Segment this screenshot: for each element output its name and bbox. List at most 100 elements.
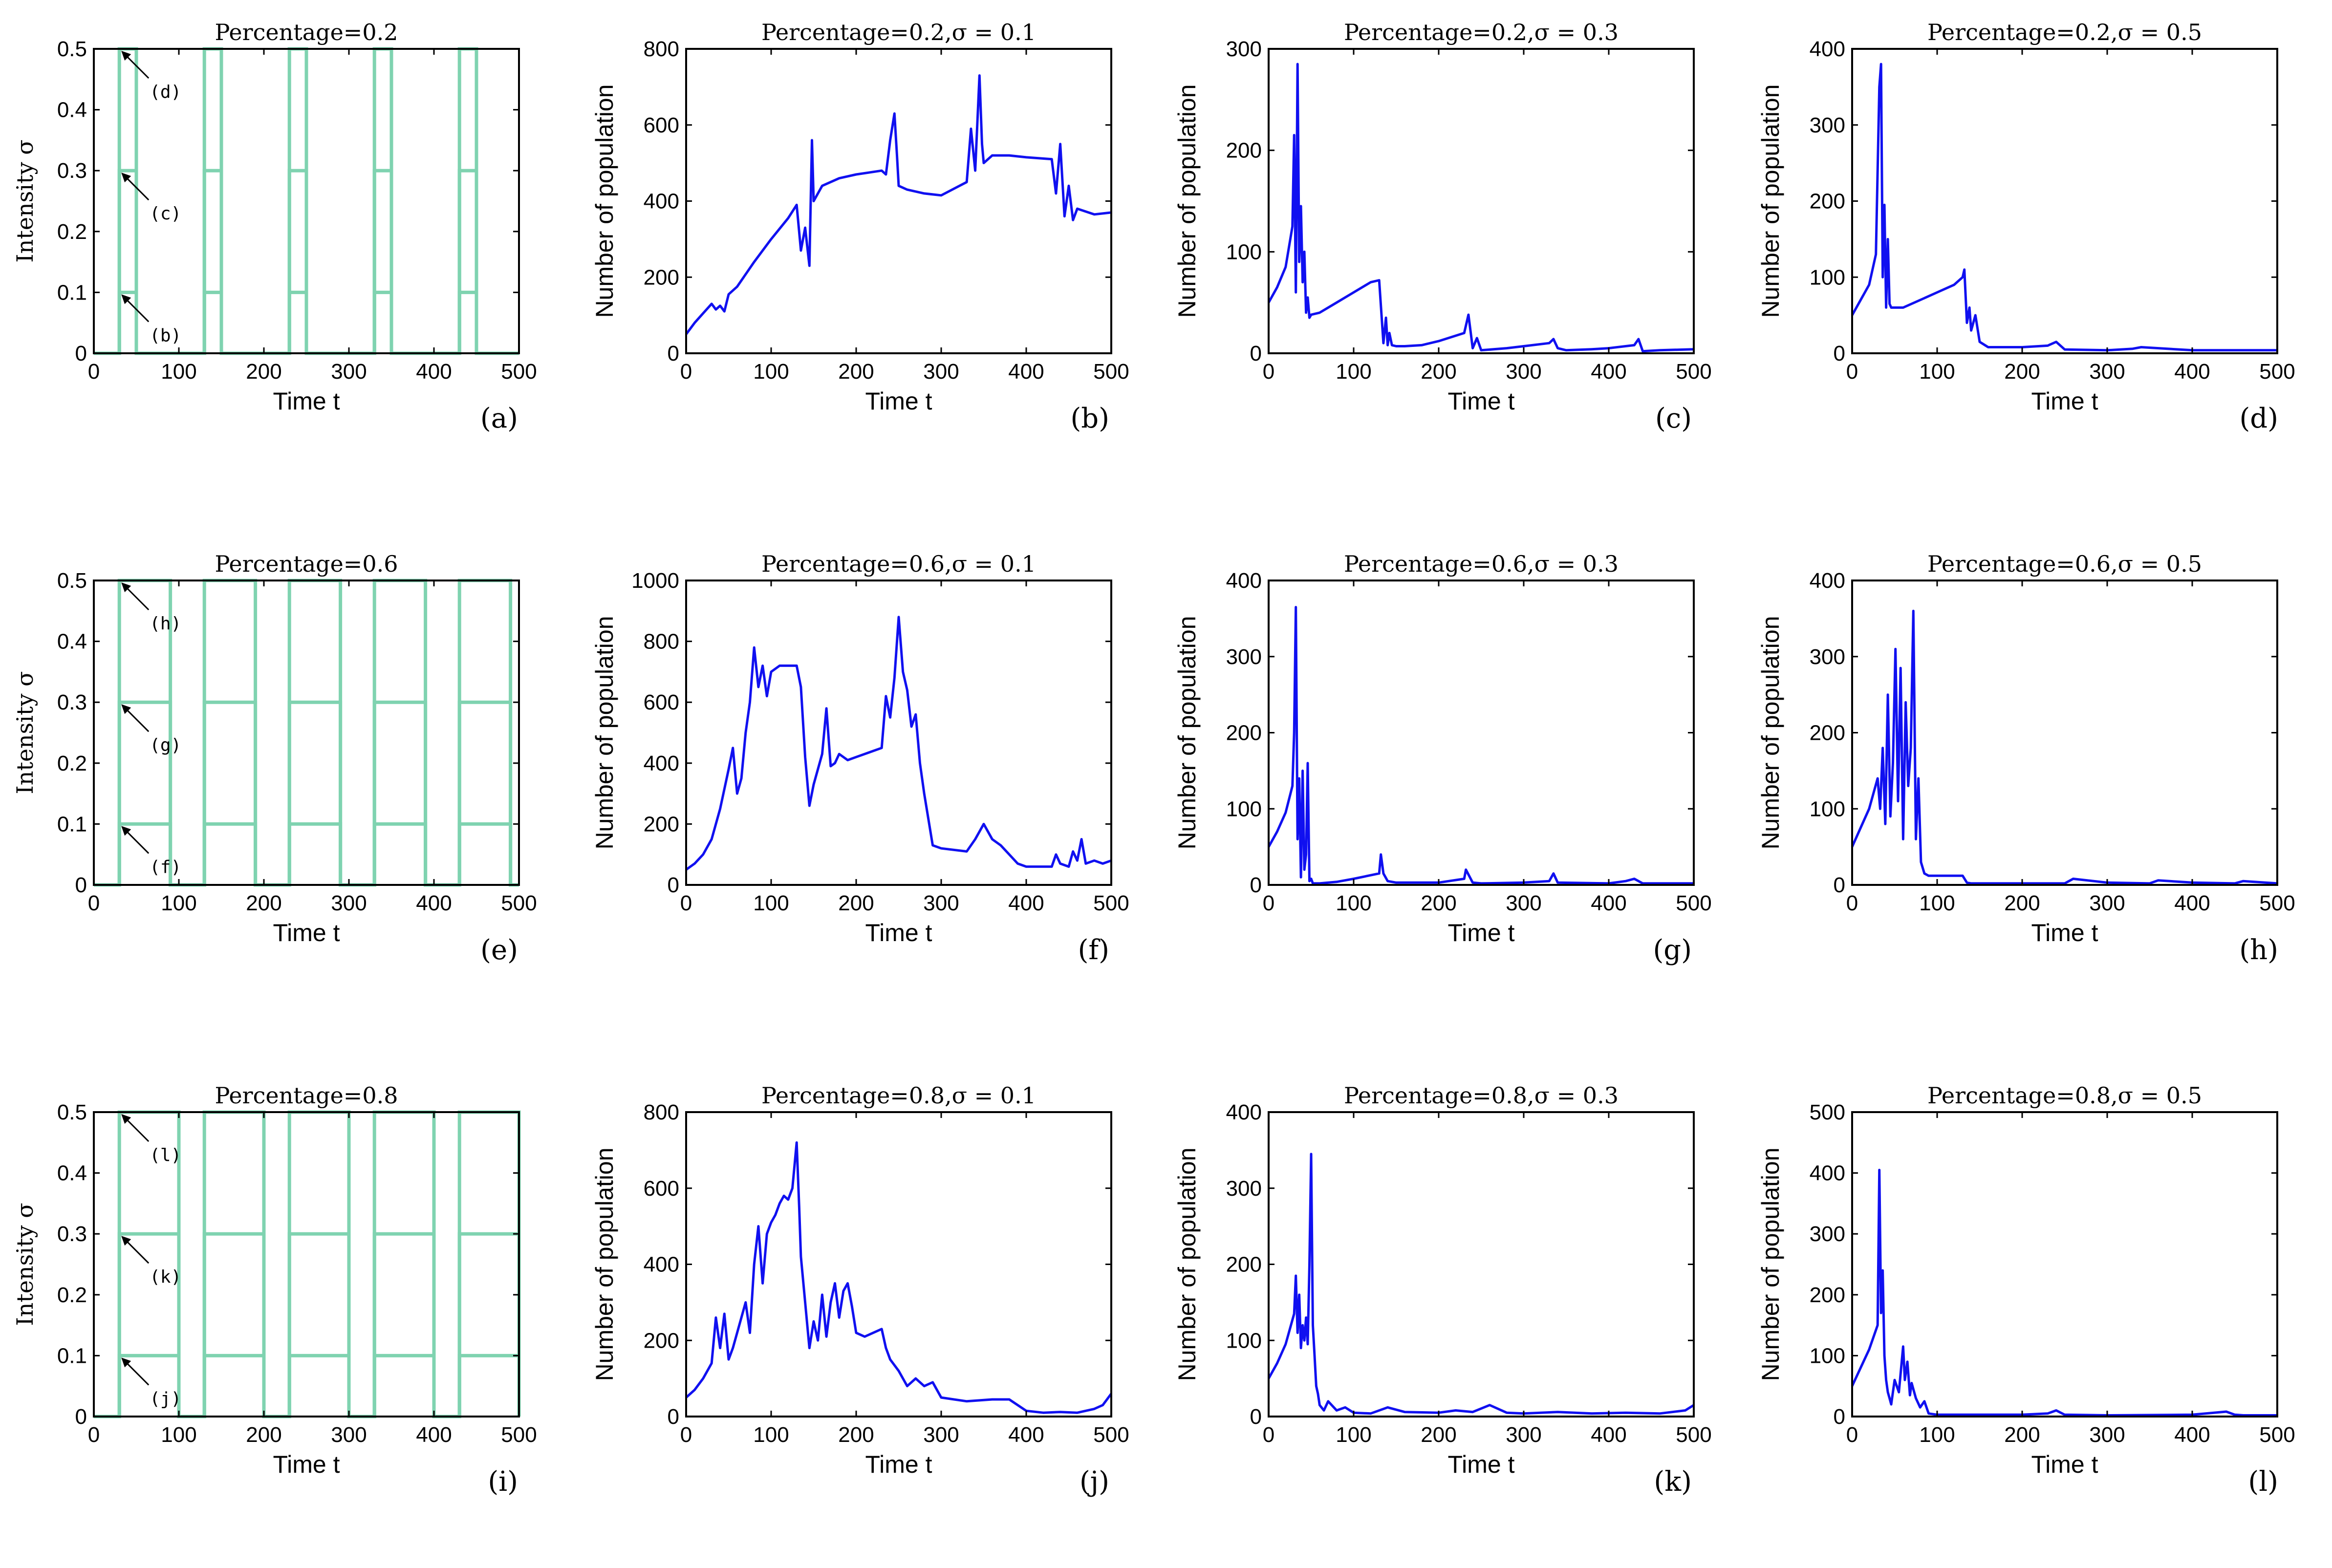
population-series-line [1267, 1153, 1695, 1415]
chart-panel-l: Percentage=0.8,σ = 0.5 0 100 200 300 400 500 0 1… [1757, 1082, 2295, 1498]
y-axis-label: Number of population [1173, 616, 1201, 849]
y-tick-label: 0.5 [57, 37, 87, 61]
axes-frame [1851, 1111, 2278, 1418]
x-axis-label: Time t [865, 387, 932, 415]
y-tick-label: 0 [668, 342, 679, 365]
chart-title: Percentage=0.6,σ = 0.5 [1927, 551, 2202, 577]
annotation-arrow-head [121, 172, 131, 183]
x-tick-label: 500 [1093, 1423, 1129, 1447]
y-tick-label: 0.2 [57, 220, 87, 244]
x-axis-label: Time t [273, 919, 340, 946]
chart-title: Percentage=0.2 [215, 19, 398, 45]
annotation-arrow-head [121, 1236, 131, 1246]
y-axis-label: Intensity σ [12, 140, 38, 263]
y-tick-label: 600 [644, 113, 679, 137]
x-axis-label: Time t [2031, 919, 2098, 946]
y-tick-label: 0 [668, 1405, 679, 1429]
annotation-label-1: (l) [150, 1145, 181, 1165]
y-tick-label: 600 [644, 690, 679, 714]
y-axis-label: Number of population [1173, 84, 1201, 318]
y-tick-label: 100 [1810, 797, 1845, 821]
y-tick-label: 200 [644, 265, 679, 289]
chart-panel-b: Percentage=0.2,σ = 0.1 0 100 200 300 400 500 0 2… [591, 19, 1129, 434]
chart-panel-k: Percentage=0.8,σ = 0.3 0 100 200 300 400 500 0 1… [1173, 1082, 1712, 1498]
chart-title: Percentage=0.2,σ = 0.3 [1344, 19, 1619, 45]
x-tick-label: 500 [1093, 360, 1129, 384]
annotation-arrow-line [125, 1239, 150, 1264]
x-tick-label: 100 [1919, 891, 1955, 915]
y-tick-label: 0.5 [57, 569, 87, 593]
annotation-label-3: (f) [150, 857, 181, 877]
x-tick-label: 0 [1846, 360, 1858, 384]
x-tick-label: 100 [161, 360, 196, 384]
y-tick-label: 0 [1834, 342, 1845, 365]
x-axis-label: Time t [1447, 1451, 1514, 1478]
y-tick-label: 400 [1226, 569, 1262, 593]
x-tick-label: 200 [2004, 1423, 2040, 1447]
chart-title: Percentage=0.2,σ = 0.1 [761, 19, 1036, 45]
y-tick-label: 800 [644, 630, 679, 654]
y-tick-label: 300 [1226, 645, 1262, 669]
y-axis-label: Intensity σ [12, 671, 38, 795]
x-tick-label: 400 [1008, 891, 1044, 915]
x-tick-label: 300 [923, 360, 959, 384]
y-tick-label: 0 [1250, 1405, 1262, 1429]
x-axis-label: Time t [2031, 387, 2098, 415]
x-tick-label: 400 [416, 360, 452, 384]
chart-title: Percentage=0.6,σ = 0.3 [1344, 551, 1619, 577]
x-axis-label: Time t [273, 387, 340, 415]
annotation-label-1: (d) [150, 82, 181, 102]
x-tick-label: 100 [753, 891, 789, 915]
y-tick-label: 0 [1250, 873, 1262, 897]
y-tick-label: 0 [75, 873, 87, 897]
x-tick-label: 400 [1008, 1423, 1044, 1447]
x-tick-label: 100 [753, 360, 789, 384]
chart-panel-a: Percentage=0.2 (d) (c) (b) 0 100 200 300 400 500 0… [12, 19, 537, 434]
x-tick-label: 400 [1591, 891, 1626, 915]
x-tick-label: 0 [680, 360, 692, 384]
panel-label: (h) [2239, 934, 2278, 966]
annotation-arrow-head [121, 582, 131, 592]
annotation-label-2: (c) [150, 204, 181, 224]
x-tick-label: 200 [246, 1423, 281, 1447]
y-axis-label: Number of population [1757, 616, 1784, 849]
axes-frame [1268, 1111, 1695, 1418]
x-tick-label: 400 [1591, 1423, 1626, 1447]
y-tick-label: 0.3 [57, 690, 87, 714]
chart-panel-f: Percentage=0.6,σ = 0.1 0 100 200 300 400 500 0 2… [591, 551, 1129, 966]
x-axis-label: Time t [865, 1451, 932, 1478]
chart-panel-h: Percentage=0.6,σ = 0.5 0 100 200 300 400 500 0 1… [1757, 551, 2295, 966]
panel-label: (l) [2248, 1466, 2278, 1498]
x-tick-label: 300 [2089, 891, 2125, 915]
y-tick-label: 400 [644, 752, 679, 775]
axes-frame [93, 580, 520, 886]
population-series-line [1267, 606, 1694, 885]
y-tick-label: 200 [1810, 721, 1845, 745]
x-tick-label: 400 [1008, 360, 1044, 384]
x-tick-label: 500 [1093, 891, 1129, 915]
y-tick-label: 300 [1226, 1177, 1262, 1201]
panel-label: (f) [1078, 934, 1109, 966]
population-series-line [685, 1141, 1113, 1414]
y-tick-label: 100 [1226, 1329, 1262, 1353]
annotation-arrow-head [121, 51, 131, 61]
x-tick-label: 300 [2089, 1423, 2125, 1447]
x-tick-label: 300 [2089, 360, 2125, 384]
annotation-label-3: (b) [150, 325, 181, 345]
y-axis-label: Number of population [1757, 1147, 1784, 1381]
annotation-arrow-head [121, 704, 131, 714]
y-tick-label: 0.1 [57, 280, 87, 304]
x-tick-label: 400 [2174, 360, 2210, 384]
x-tick-label: 400 [1591, 360, 1626, 384]
axes-frame [685, 48, 1112, 354]
x-tick-label: 100 [1336, 1423, 1371, 1447]
x-tick-label: 300 [1506, 360, 1541, 384]
x-tick-label: 200 [838, 1423, 874, 1447]
y-tick-label: 0 [1250, 342, 1262, 365]
axes-frame [93, 1111, 520, 1418]
x-tick-label: 200 [1421, 891, 1456, 915]
y-tick-label: 0.1 [57, 812, 87, 836]
annotation-arrow-line [125, 1361, 150, 1386]
x-tick-label: 0 [680, 891, 692, 915]
panel-label: (b) [1070, 403, 1109, 434]
